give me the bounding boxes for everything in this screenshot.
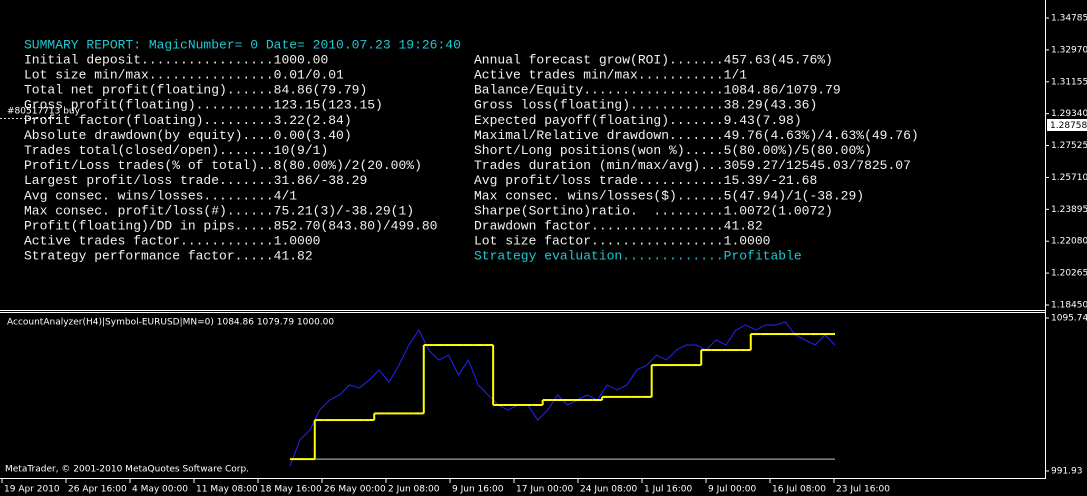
report-row: Profit/Loss trades(% of total)..8(80.00%… [24, 158, 422, 173]
report-row: Short/Long positions(won %).....5(80.00%… [474, 143, 872, 158]
report: Initial deposit.................1000.00L… [24, 52, 919, 263]
price-label: 1.29340 [1051, 109, 1087, 119]
report-row: Maximal/Relative drawdown.......49.76(4.… [474, 128, 919, 143]
price-label: 1.23895 [1051, 205, 1087, 215]
time-label: 4 May 00:00 [132, 485, 188, 495]
report-row: Annual forecast grow(ROI).......457.63(4… [474, 52, 833, 67]
price-label: 1.32970 [1051, 45, 1087, 55]
report-row: Total net profit(floating)......84.86(79… [24, 83, 367, 98]
order-label: #80517713 buy [7, 107, 81, 117]
indicator-plot: 1095.74 991.93 [289, 313, 1087, 476]
indicator-title: AccountAnalyzer(H4)|Symbol-EURUSD|MN=0) … [7, 318, 334, 328]
time-label: 2 Jun 08:00 [388, 485, 440, 495]
report-row: Strategy evaluation.............Profitab… [474, 249, 802, 264]
current-price-box [1047, 119, 1087, 131]
report-row: Initial deposit.................1000.00 [24, 52, 328, 67]
report-row: Absolute drawdown(by equity)....0.00(3.4… [24, 128, 352, 143]
report-row: Gross profit(floating)..........123.15(1… [24, 98, 383, 113]
report-row: Balance/Equity..................1084.86/… [474, 83, 841, 98]
report-header: SUMMARY REPORT: MagicNumber= 0 Date= 201… [24, 37, 461, 52]
report-row: Trades total(closed/open).......10(9/1) [24, 143, 328, 158]
price-label: 1.34785 [1051, 14, 1087, 24]
report-row: Sharpe(Sortino)ratio. .........1.0072(1.… [474, 203, 833, 218]
report-row: Avg profit/loss trade...........15.39/-2… [474, 173, 817, 188]
time-label: 19 Apr 2010 [4, 485, 60, 495]
time-label: 26 Apr 16:00 [68, 485, 127, 495]
report-row: Expected payoff(floating).......9.43(7.9… [474, 113, 802, 128]
report-row: Strategy performance factor.....41.82 [24, 249, 313, 264]
time-axis: 19 Apr 2010 26 Apr 16:00 4 May 00:00 11 May… [1, 479, 890, 495]
report-row: Lot size factor.................1.0000 [474, 234, 770, 249]
time-label: 17 Jun 00:00 [516, 485, 573, 495]
report-row: Drawdown factor.................41.82 [474, 219, 763, 234]
report-row: Gross loss(floating)............38.29(43… [474, 98, 817, 113]
price-label: 1.20265 [1051, 269, 1087, 279]
report-row: Active trades min/max...........1/1 [474, 68, 747, 83]
report-row: Lot size min/max................0.01/0.0… [24, 68, 344, 83]
time-label: 11 May 08:00 [196, 485, 258, 495]
report-row: Profit factor(floating).........3.22(2.8… [24, 113, 352, 128]
price-label: 1.22080 [1051, 237, 1087, 247]
time-label: 26 May 00:00 [324, 485, 386, 495]
price-label: 1.31155 [1051, 77, 1087, 87]
time-label: 1 Jul 16:00 [644, 485, 693, 495]
time-label: 24 Jun 08:00 [580, 485, 637, 495]
price-axis: 1.34785 1.32970 1.31155 1.29340 1.27525 1.257… [1045, 14, 1087, 311]
report-row: Max consec. profit/loss(#)......75.21(3)… [24, 203, 414, 218]
time-label: 16 Jul 08:00 [772, 485, 826, 495]
report-row: Largest profit/loss trade.......31.86/-3… [24, 173, 367, 188]
copyright: MetaTrader, © 2001-2010 MetaQuotes Softw… [5, 465, 249, 475]
current-price: 1.28758 [1050, 121, 1087, 131]
time-label: 9 Jul 00:00 [708, 485, 757, 495]
time-label: 18 May 16:00 [260, 485, 322, 495]
report-row: Trades duration (min/max/avg)...3059.27/… [474, 158, 911, 173]
y-tick-label: 1095.74 [1051, 313, 1087, 323]
time-label: 23 Jul 16:00 [836, 485, 890, 495]
report-row: Profit(floating)/DD in pips.....852.70(8… [24, 219, 437, 234]
price-label: 1.27525 [1051, 141, 1087, 151]
price-label: 1.25710 [1051, 173, 1087, 183]
report-row: Avg consec. wins/losses.........4/1 [24, 188, 297, 203]
price-label: 1.18450 [1051, 301, 1087, 311]
report-row: Max consec. wins/losses($)......5(47.94)… [474, 188, 864, 203]
time-label: 9 Jun 16:00 [452, 485, 504, 495]
y-tick-label: 991.93 [1051, 466, 1083, 476]
report-row: Active trades factor............1.0000 [24, 234, 320, 249]
